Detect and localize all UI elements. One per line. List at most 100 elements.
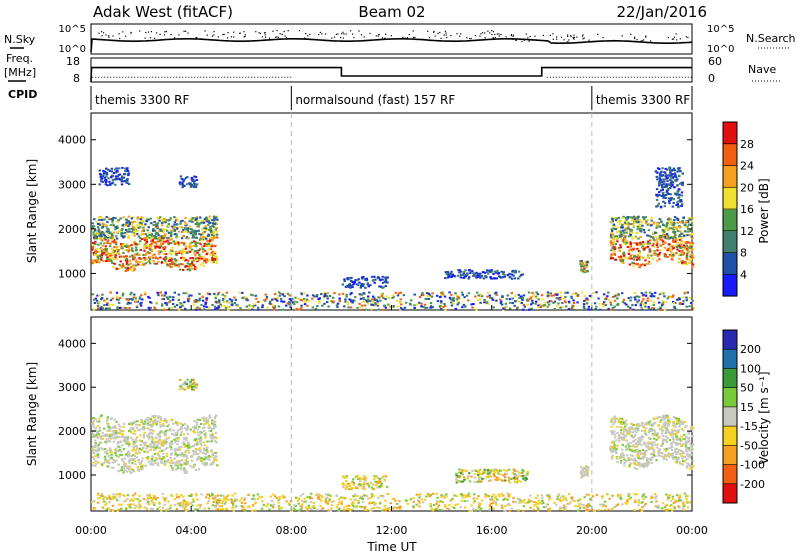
scatter-cell bbox=[680, 462, 683, 465]
scatter-cell bbox=[661, 304, 664, 307]
n-search-point bbox=[582, 38, 584, 40]
scatter-cell bbox=[656, 249, 659, 252]
scatter-cell bbox=[661, 178, 664, 181]
scatter-cell bbox=[207, 424, 211, 427]
scatter-cell bbox=[110, 254, 113, 257]
scatter-cell bbox=[181, 388, 184, 390]
scatter-cell bbox=[365, 477, 368, 480]
scatter-cell bbox=[357, 478, 360, 481]
scatter-cell bbox=[679, 230, 682, 233]
scatter-cell bbox=[142, 423, 145, 425]
scatter-cell bbox=[175, 217, 178, 220]
scatter-cell bbox=[179, 175, 183, 178]
scatter-cell bbox=[505, 469, 508, 472]
scatter-cell bbox=[156, 291, 159, 294]
scatter-cell bbox=[677, 206, 680, 209]
scatter-cell bbox=[614, 439, 617, 442]
scatter-cell bbox=[612, 423, 615, 426]
scatter-cell bbox=[656, 246, 659, 249]
scatter-cell bbox=[356, 487, 359, 490]
scatter-cell bbox=[132, 446, 135, 449]
scatter-cell bbox=[508, 307, 512, 310]
scatter-cell bbox=[92, 298, 96, 301]
scatter-cell bbox=[159, 216, 162, 219]
scatter-cell bbox=[150, 243, 153, 245]
n-search-point bbox=[621, 35, 623, 37]
scatter-cell bbox=[619, 255, 623, 258]
scatter-cell bbox=[202, 426, 205, 429]
scatter-cell bbox=[184, 458, 187, 461]
scatter-cell bbox=[101, 437, 105, 440]
scatter-cell bbox=[539, 303, 543, 306]
scatter-cell bbox=[147, 244, 150, 247]
scatter-cell bbox=[673, 429, 676, 432]
scatter-cell bbox=[626, 216, 629, 219]
scatter-cell bbox=[366, 299, 369, 302]
scatter-cell bbox=[586, 261, 589, 264]
scatter-cell bbox=[464, 305, 467, 308]
scatter-cell bbox=[132, 216, 135, 219]
scatter-cell bbox=[121, 266, 124, 269]
scatter-cell bbox=[683, 438, 686, 441]
scatter-cell bbox=[282, 300, 285, 303]
n-search-point bbox=[444, 30, 446, 32]
scatter-cell bbox=[197, 259, 200, 261]
n-search-point bbox=[275, 36, 277, 38]
scatter-cell bbox=[664, 254, 667, 257]
n-search-point bbox=[284, 35, 286, 37]
scatter-cell bbox=[548, 303, 551, 306]
scatter-cell bbox=[581, 474, 584, 477]
scatter-cell bbox=[689, 233, 693, 236]
scatter-cell bbox=[690, 248, 693, 251]
scatter-cell bbox=[632, 265, 635, 268]
scatter-cell bbox=[127, 251, 130, 254]
scatter-cell bbox=[391, 296, 394, 299]
n-search-point bbox=[105, 34, 107, 36]
scatter-cell bbox=[176, 227, 179, 230]
scatter-cell bbox=[159, 291, 162, 294]
scatter-cell bbox=[116, 455, 119, 458]
scatter-cell bbox=[187, 444, 190, 447]
scatter-cell bbox=[650, 457, 654, 460]
scatter-cell bbox=[610, 249, 613, 252]
scatter-cell bbox=[140, 449, 144, 452]
station-title: Adak West (fitACF) bbox=[93, 3, 233, 21]
n-search-point bbox=[583, 37, 585, 39]
scatter-cell bbox=[134, 297, 137, 300]
scatter-cell bbox=[659, 309, 663, 311]
scatter-cell bbox=[273, 297, 276, 300]
scatter-cell bbox=[186, 424, 189, 427]
scatter-cell bbox=[425, 292, 429, 295]
scatter-cell bbox=[690, 229, 694, 232]
scatter-cell bbox=[494, 468, 498, 471]
scatter-cell bbox=[668, 253, 672, 256]
scatter-cell bbox=[373, 304, 376, 307]
scatter-cell bbox=[145, 238, 148, 241]
scatter-cell bbox=[108, 429, 112, 432]
scatter-cell bbox=[115, 243, 118, 246]
scatter-cell bbox=[193, 464, 196, 467]
scatter-cell bbox=[503, 275, 506, 278]
scatter-cell bbox=[443, 303, 446, 305]
scatter-cell bbox=[196, 221, 199, 224]
y-tick-label: 2000 bbox=[58, 223, 86, 236]
scatter-cell bbox=[214, 431, 218, 434]
scatter-cell bbox=[680, 440, 683, 443]
scatter-cell bbox=[517, 300, 521, 303]
scatter-cell bbox=[171, 303, 175, 305]
scatter-cell bbox=[128, 465, 131, 468]
scatter-cell bbox=[91, 421, 95, 424]
scatter-cell bbox=[635, 445, 638, 448]
scatter-cell bbox=[153, 253, 156, 256]
scatter-cell bbox=[215, 459, 218, 462]
scatter-cell bbox=[505, 472, 509, 475]
scatter-cell bbox=[338, 299, 341, 301]
scatter-cell bbox=[135, 426, 139, 429]
scatter-cell bbox=[583, 471, 586, 474]
scatter-cell bbox=[663, 308, 667, 311]
scatter-cell bbox=[162, 307, 166, 310]
scatter-cell bbox=[214, 416, 217, 419]
scatter-cell bbox=[163, 248, 166, 251]
scatter-cell bbox=[163, 259, 167, 262]
scatter-cell bbox=[368, 300, 371, 303]
